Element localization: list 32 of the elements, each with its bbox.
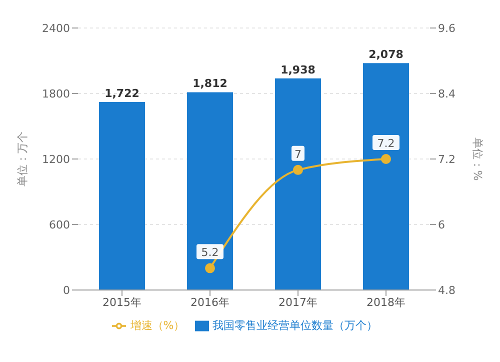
x-tick-label: 2018年	[366, 296, 406, 309]
y2-tick-label: 6	[438, 218, 445, 232]
data-label: 7.2	[377, 137, 395, 150]
x-tick-label: 2016年	[190, 296, 230, 309]
point	[381, 154, 391, 164]
point	[205, 263, 215, 274]
y2-tick-label: 7.2	[438, 152, 456, 166]
y-tick-label: 0	[63, 284, 70, 297]
data-label: 5.2	[201, 246, 219, 260]
data-label: 1,812	[192, 77, 228, 90]
y-axis-title: 单位：万个	[16, 132, 29, 186]
y-tick-label: 1800	[42, 87, 70, 100]
legend-label: 增速（%）	[130, 319, 185, 332]
x-tick-label: 2015年	[102, 296, 142, 309]
data-label: 7	[294, 148, 302, 161]
y-tick-label: 600	[49, 218, 70, 232]
legend-label: 我国零售业经营单位数量（万个）	[212, 319, 378, 332]
bar	[99, 102, 145, 290]
point	[293, 164, 303, 175]
y-tick-label: 2400	[42, 22, 70, 35]
y2-tick-label: 8.4	[438, 87, 456, 100]
data-label: 2,078	[368, 48, 404, 62]
data-label: 1,938	[280, 63, 316, 76]
data-label: 1,722	[104, 87, 140, 100]
bar	[275, 78, 321, 290]
bar	[363, 63, 409, 290]
y2-tick-label: 4.8	[438, 284, 456, 297]
y2-tick-label: 9.6	[438, 22, 456, 35]
y2-axis-title: 单位：%	[471, 137, 484, 181]
y-tick-label: 1200	[42, 152, 70, 166]
x-tick-label: 2017年	[278, 296, 318, 309]
bar	[187, 92, 233, 290]
